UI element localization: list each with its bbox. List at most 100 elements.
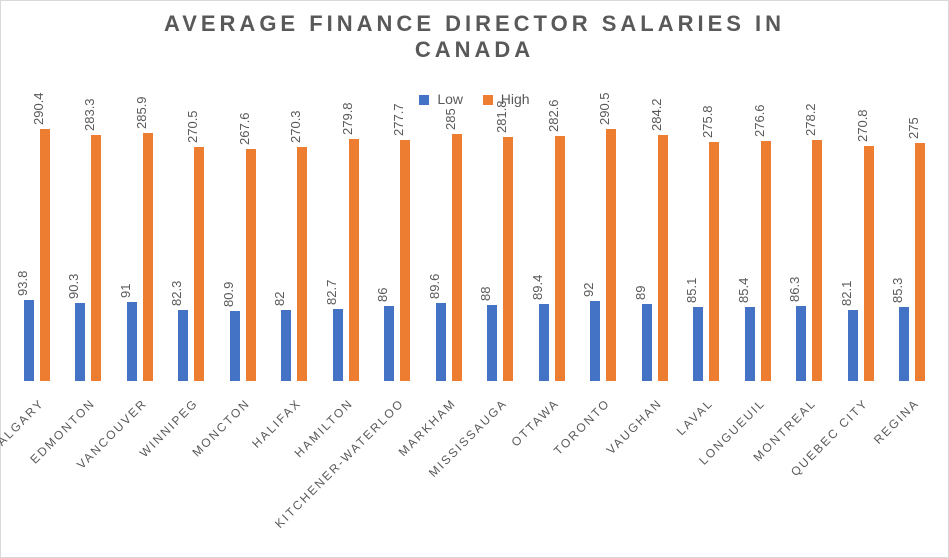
bar-low: 82.1 <box>848 310 858 381</box>
bar-high: 282.6 <box>555 136 565 381</box>
bar-low: 85.3 <box>899 307 909 381</box>
bar-group: 86 277.7 <box>372 121 424 381</box>
value-label-high: 275 <box>906 99 921 139</box>
value-label-high: 285 <box>443 90 458 130</box>
bar-groups: 93.8 290.4 90.3 283.3 91 285.9 82.3 270.5 80.9 26… <box>11 121 938 381</box>
bar-low: 82.7 <box>333 309 343 381</box>
category-label: LAVAL <box>674 396 716 438</box>
value-label-high: 284.2 <box>649 91 664 131</box>
category: REGINA <box>887 386 939 551</box>
bar-high: 277.7 <box>400 140 410 381</box>
bar-high: 290.4 <box>40 129 50 381</box>
value-label-high: 285.9 <box>134 89 149 129</box>
value-label-high: 290.5 <box>597 85 612 125</box>
bar-group: 91 285.9 <box>114 121 166 381</box>
bar-high: 284.2 <box>658 135 668 381</box>
bar-high: 285.9 <box>143 133 153 381</box>
bar-group: 92 290.5 <box>578 121 630 381</box>
category: LONGUEUIL <box>732 386 784 551</box>
value-label-high: 279.8 <box>340 95 355 135</box>
bar-high: 275.8 <box>709 142 719 381</box>
category: LAVAL <box>681 386 733 551</box>
value-label-high: 270.5 <box>185 103 200 143</box>
bar-low: 86.3 <box>796 306 806 381</box>
bar-group: 89.4 282.6 <box>526 121 578 381</box>
value-label-high: 275.8 <box>700 98 715 138</box>
bar-group: 93.8 290.4 <box>11 121 63 381</box>
bar-low: 93.8 <box>24 300 34 381</box>
category: CALGARY <box>11 386 63 551</box>
value-label-low: 89.6 <box>427 259 442 299</box>
bar-high: 290.5 <box>606 129 616 381</box>
bar-low: 82.3 <box>178 310 188 381</box>
bar-low: 82 <box>281 310 291 381</box>
bar-group: 90.3 283.3 <box>63 121 115 381</box>
value-label-high: 270.3 <box>288 103 303 143</box>
bar-high: 285 <box>452 134 462 381</box>
value-label-high: 270.8 <box>855 102 870 142</box>
category: VANCOUVER <box>114 386 166 551</box>
category: OTTAWA <box>526 386 578 551</box>
bar-low: 92 <box>590 301 600 381</box>
bar-low: 89.6 <box>436 303 446 381</box>
value-label-high: 267.6 <box>237 105 252 145</box>
category: VAUGHAN <box>629 386 681 551</box>
value-label-low: 82.3 <box>169 266 184 306</box>
legend-swatch-low <box>419 95 429 105</box>
category: WINNIPEG <box>166 386 218 551</box>
bar-low: 80.9 <box>230 311 240 381</box>
bar-group: 82270.3 <box>269 121 321 381</box>
bar-low: 85.1 <box>693 307 703 381</box>
bar-high: 267.6 <box>246 149 256 381</box>
bar-group: 80.9 267.6 <box>217 121 269 381</box>
value-label-low: 82.7 <box>324 265 339 305</box>
value-label-low: 82 <box>272 266 287 306</box>
bar-high: 276.6 <box>761 141 771 381</box>
bar-low: 89.4 <box>539 304 549 381</box>
value-label-high: 278.2 <box>803 96 818 136</box>
salary-bar-chart: AVERAGE FINANCE DIRECTOR SALARIES IN CAN… <box>0 0 949 558</box>
bar-group: 82.1 270.8 <box>835 121 887 381</box>
bar-low: 86 <box>384 306 394 381</box>
bar-high: 275 <box>915 143 925 381</box>
value-label-low: 85.1 <box>684 263 699 303</box>
value-label-low: 82.1 <box>839 266 854 306</box>
category: TORONTO <box>578 386 630 551</box>
category: KITCHENER-WATERLOO <box>372 386 424 551</box>
chart-title-line1: AVERAGE FINANCE DIRECTOR SALARIES IN <box>164 11 785 36</box>
bar-group: 86.3278.2 <box>784 121 836 381</box>
chart-title-line2: CANADA <box>1 37 948 63</box>
bar-group: 88 281.8 <box>475 121 527 381</box>
bar-group: 89 284.2 <box>629 121 681 381</box>
bar-group: 85.3 275 <box>887 121 939 381</box>
value-label-high: 276.6 <box>752 97 767 137</box>
legend-swatch-high <box>483 95 493 105</box>
value-label-low: 90.3 <box>66 259 81 299</box>
bar-group: 85.4 276.6 <box>732 121 784 381</box>
value-label-high: 290.4 <box>31 85 46 125</box>
category-axis: CALGARYEDMONTONVANCOUVERWINNIPEGMONCTONH… <box>11 386 938 551</box>
value-label-low: 89 <box>633 260 648 300</box>
bar-high: 279.8 <box>349 139 359 381</box>
bar-low: 89 <box>642 304 652 381</box>
bar-high: 270.8 <box>864 146 874 381</box>
plot-area: 93.8 290.4 90.3 283.3 91 285.9 82.3 270.5 80.9 26… <box>11 121 938 381</box>
chart-title: AVERAGE FINANCE DIRECTOR SALARIES IN CAN… <box>1 11 948 63</box>
category: MISSISSAUGA <box>475 386 527 551</box>
value-label-low: 92 <box>581 257 596 297</box>
bar-group: 82.3 270.5 <box>166 121 218 381</box>
bar-low: 88 <box>487 305 497 381</box>
bar-high: 283.3 <box>91 135 101 381</box>
value-label-high: 282.6 <box>546 92 561 132</box>
value-label-low: 93.8 <box>15 256 30 296</box>
value-label-low: 91 <box>118 258 133 298</box>
bar-high: 281.8 <box>503 137 513 381</box>
bar-high: 270.5 <box>194 147 204 381</box>
value-label-high: 277.7 <box>391 96 406 136</box>
value-label-low: 86.3 <box>787 262 802 302</box>
value-label-low: 85.4 <box>736 263 751 303</box>
value-label-low: 88 <box>478 261 493 301</box>
value-label-high: 281.8 <box>494 93 509 133</box>
category: MONCTON <box>217 386 269 551</box>
category: EDMONTON <box>63 386 115 551</box>
